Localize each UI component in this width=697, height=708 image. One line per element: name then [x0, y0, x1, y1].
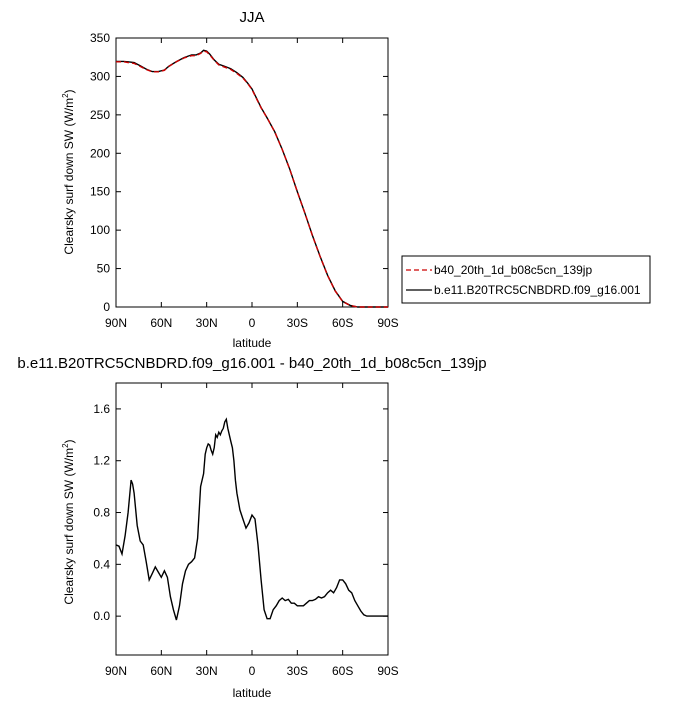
top-y-ticks: 0 50 100 150 200 250 300 350 — [90, 31, 388, 314]
top-y-axis-label-text: Clearsky surf down SW (W/m — [62, 98, 76, 255]
bottom-y-ticks: 0.0 0.4 0.8 1.2 1.6 — [93, 402, 388, 623]
bottom-y-axis-label-sup: 2 — [61, 443, 70, 448]
top-y-tick-label: 200 — [90, 146, 110, 160]
top-y-axis-label-sup: 2 — [61, 93, 70, 98]
bottom-y-axis-label-text: Clearsky surf down SW (W/m — [62, 448, 76, 605]
bottom-x-tick-label: 90S — [377, 664, 398, 678]
top-x-tick-label: 60N — [150, 316, 172, 330]
bottom-x-tick-label: 30S — [287, 664, 308, 678]
top-x-tick-label: 60S — [332, 316, 353, 330]
legend-label-b-e11: b.e11.B20TRC5CNBDRD.f09_g16.001 — [434, 283, 641, 297]
top-x-tick-label: 0 — [249, 316, 256, 330]
top-x-tick-label: 90N — [105, 316, 127, 330]
top-x-tick-label: 30S — [287, 316, 308, 330]
bottom-y-tick-label: 0.4 — [93, 557, 110, 571]
bottom-chart: b.e11.B20TRC5CNBDRD.f09_g16.001 - b40_20… — [17, 355, 486, 700]
top-plot-frame — [115, 37, 389, 308]
top-series-line-1 — [116, 49, 388, 308]
bottom-series-group — [115, 417, 388, 621]
top-y-tick-label: 50 — [97, 262, 111, 276]
bottom-y-axis-label-close: ) — [62, 439, 76, 443]
bottom-plot-frame — [115, 382, 389, 656]
bottom-x-tick-label: 60N — [150, 664, 172, 678]
bottom-y-tick-label: 1.6 — [93, 402, 110, 416]
top-x-tick-label: 30N — [196, 316, 218, 330]
bottom-series-line-0 — [115, 417, 388, 621]
bottom-x-ticks: 90N 60N 30N 0 30S 60S 90S — [105, 383, 399, 678]
top-y-tick-label: 100 — [90, 223, 110, 237]
bottom-x-tick-label: 60S — [332, 664, 353, 678]
bottom-x-tick-label: 90N — [105, 664, 127, 678]
top-y-tick-label: 250 — [90, 108, 110, 122]
top-x-ticks: 90N 60N 30N 0 30S 60S 90S — [105, 38, 399, 330]
bottom-x-axis-label: latitude — [233, 686, 272, 700]
top-x-axis-label: latitude — [233, 336, 272, 350]
bottom-x-tick-label: 0 — [249, 664, 256, 678]
bottom-y-tick-label: 0.8 — [93, 506, 110, 520]
bottom-y-tick-label: 0.0 — [93, 609, 110, 623]
bottom-x-tick-label: 30N — [196, 664, 218, 678]
top-y-axis-label-close: ) — [62, 89, 76, 93]
bottom-y-axis-label: Clearsky surf down SW (W/m2) — [61, 439, 76, 604]
top-x-tick-label: 90S — [377, 316, 398, 330]
top-y-tick-label: 300 — [90, 69, 110, 83]
top-series-line-0 — [116, 50, 388, 308]
top-series-group — [116, 49, 388, 308]
top-y-tick-label: 0 — [103, 300, 110, 314]
top-chart: JJA 0 50 100 150 200 250 300 350 90N 60N 30N 0 30S 6… — [61, 9, 651, 350]
top-chart-title: JJA — [239, 9, 264, 26]
legend: b40_20th_1d_b08c5cn_139jp b.e11.B20TRC5C… — [401, 255, 651, 304]
legend-box — [401, 255, 651, 304]
top-y-axis-label: Clearsky surf down SW (W/m2) — [61, 89, 76, 254]
bottom-y-tick-label: 1.2 — [93, 454, 110, 468]
top-y-tick-label: 350 — [90, 31, 110, 45]
bottom-chart-title: b.e11.B20TRC5CNBDRD.f09_g16.001 - b40_20… — [17, 355, 486, 372]
legend-label-b40: b40_20th_1d_b08c5cn_139jp — [434, 263, 592, 277]
top-y-tick-label: 150 — [90, 185, 110, 199]
